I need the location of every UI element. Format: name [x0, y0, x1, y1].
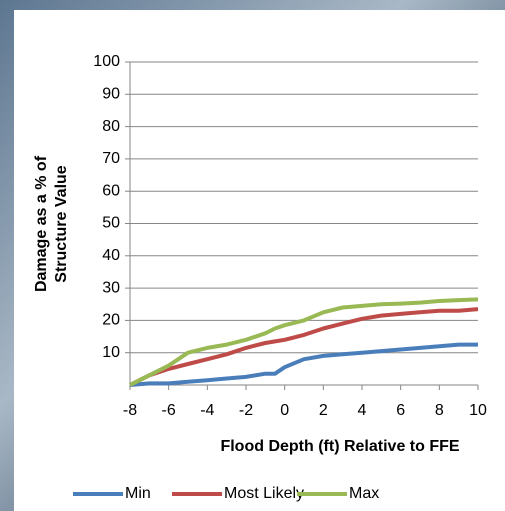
series-line: [129, 342, 478, 387]
legend-label: Most Likely: [224, 485, 304, 502]
x-tick-label: 4: [358, 402, 367, 419]
x-tick-label: 6: [396, 402, 405, 419]
x-tick-label: -8: [123, 402, 137, 419]
y-tick-label: 70: [102, 150, 120, 167]
chart-panel: [14, 10, 505, 511]
legend-label: Min: [125, 485, 151, 502]
x-tick-label: 2: [319, 402, 328, 419]
x-tick-label: -2: [239, 402, 253, 419]
y-tick-label: 20: [102, 312, 120, 329]
series-line: [129, 307, 479, 387]
series-line: [129, 297, 479, 387]
y-tick-label: 50: [102, 215, 120, 232]
y-tick-label: 30: [102, 279, 120, 296]
x-tick-label: 8: [435, 402, 444, 419]
x-tick-label: 0: [280, 402, 289, 419]
y-tick-label: 90: [102, 86, 120, 103]
y-tick-label: 80: [102, 118, 120, 135]
legend-label: Max: [349, 485, 379, 502]
x-tick-label: 10: [469, 402, 487, 419]
y-tick-label: 100: [93, 53, 120, 70]
x-tick-label: -4: [200, 402, 214, 419]
x-tick-label: -6: [162, 402, 176, 419]
y-tick-label: 60: [102, 182, 120, 199]
y-tick-label: 10: [102, 344, 120, 361]
y-axis-label: Structure Value: [53, 165, 70, 282]
y-tick-label: 40: [102, 247, 120, 264]
x-axis-label: Flood Depth (ft) Relative to FFE: [220, 438, 459, 455]
y-axis-label: Damage as a % of: [33, 155, 50, 292]
